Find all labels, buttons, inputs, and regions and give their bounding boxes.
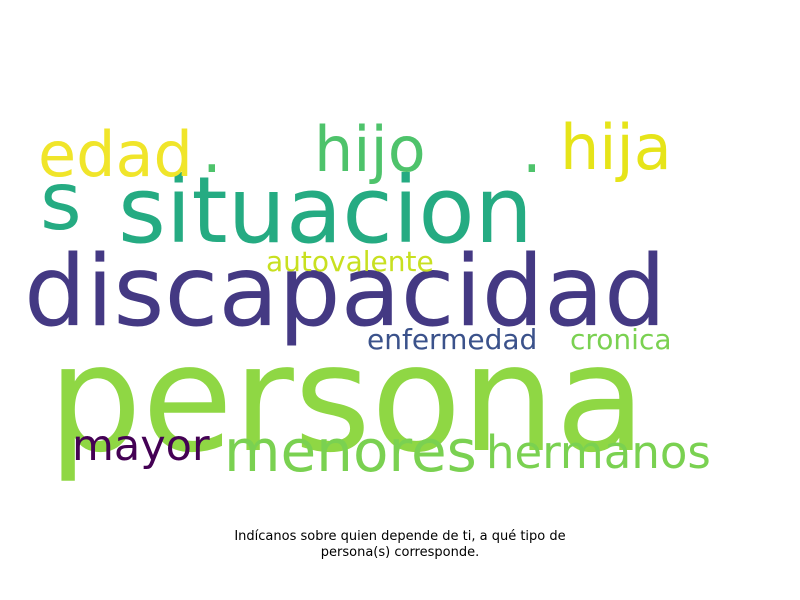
word-discapacidad: discapacidad <box>24 235 667 349</box>
word-hermanos: hermanos <box>486 426 711 479</box>
word-menores: menores <box>224 417 477 485</box>
figure-caption: Indícanos sobre quien depende de ti, a q… <box>0 529 800 561</box>
word-mayor: mayor <box>72 421 210 471</box>
caption-line-2: persona(s) corresponde. <box>320 545 480 560</box>
word-edad: edad <box>38 118 193 191</box>
word-enfermedad: enfermedad <box>367 323 538 356</box>
word-autovalente: autovalente <box>266 245 434 278</box>
word-hija: hija <box>560 111 672 184</box>
word-cronica: cronica <box>570 323 672 356</box>
word-hijo: hijo <box>314 113 426 186</box>
caption-line-1: Indícanos sobre quien depende de ti, a q… <box>234 529 566 544</box>
word-dot-left: . <box>202 114 222 187</box>
word-persona: persona <box>48 313 646 485</box>
word-situacion: situacion <box>118 157 533 264</box>
word-dot-right: . <box>522 114 542 187</box>
word-s: s <box>40 155 82 248</box>
